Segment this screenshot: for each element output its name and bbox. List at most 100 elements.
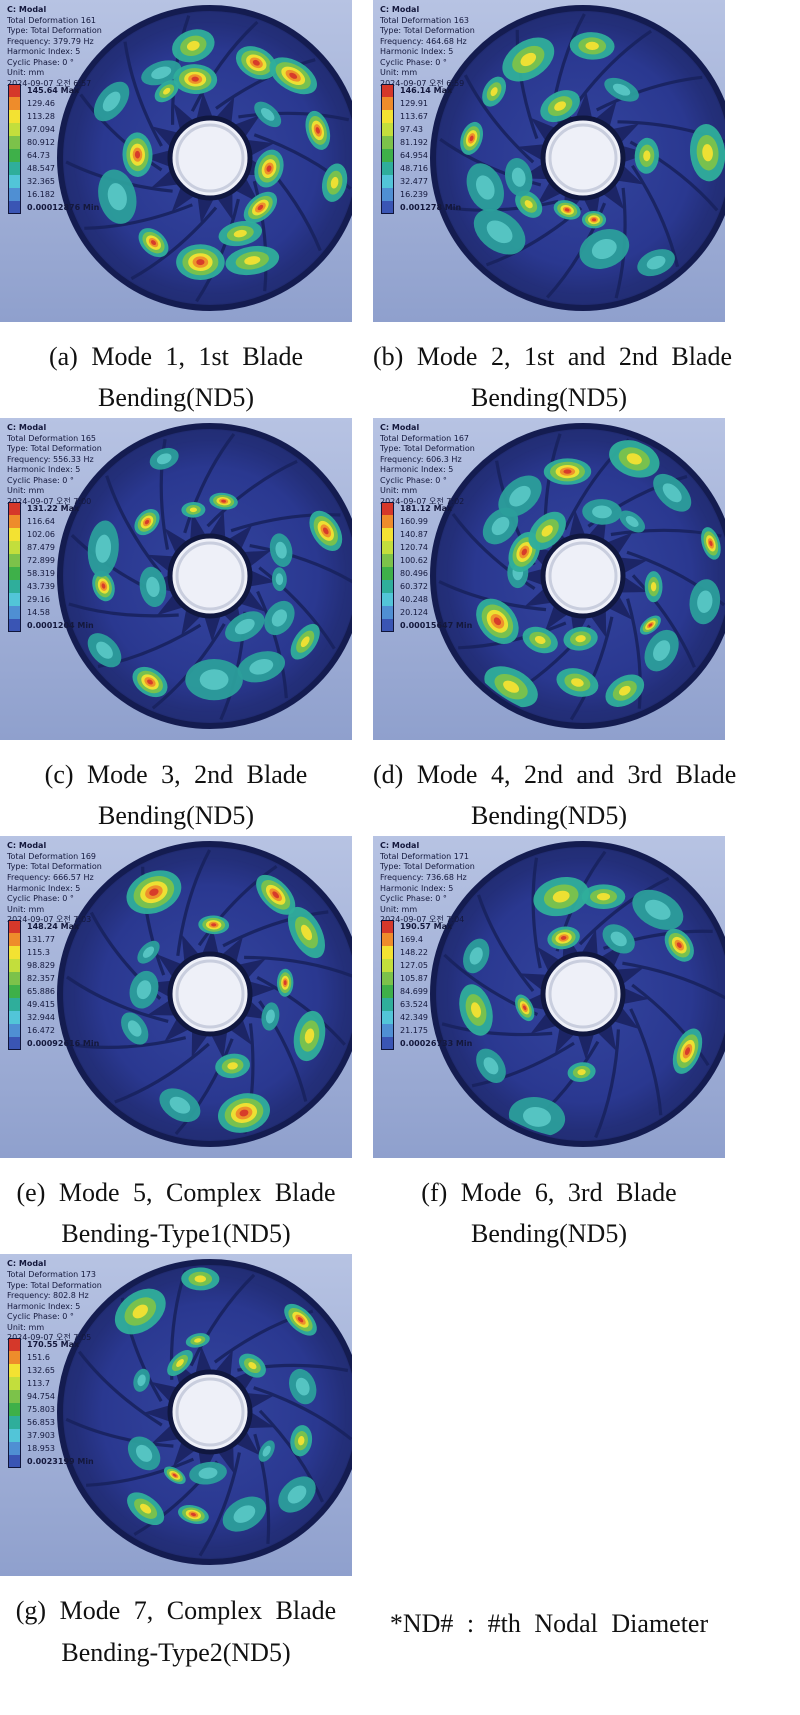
legend-row: 151.6	[8, 1351, 94, 1365]
legend-row: 140.87	[381, 528, 472, 542]
legend-value-label: 151.6	[27, 1353, 50, 1363]
ansys-annotation-line: Type: Total Deformation	[380, 26, 475, 36]
legend-row: 113.7	[8, 1377, 94, 1391]
legend-color-swatch	[381, 528, 394, 542]
ansys-annotation-line: 2024-09-07 오전 7:04	[380, 915, 465, 925]
ansys-annotation-line: Frequency: 802.8 Hz	[7, 1291, 89, 1301]
ansys-annotation-line: Total Deformation 173	[7, 1270, 96, 1280]
ansys-app-title: C: Modal	[380, 423, 420, 433]
legend-color-swatch	[8, 1416, 21, 1430]
impeller-mode-shape-image	[373, 836, 725, 1159]
legend-color-swatch	[8, 567, 21, 581]
legend-color-swatch	[381, 123, 394, 136]
legend-row: 0.00015647 Min	[381, 619, 472, 633]
legend-value-label: 65.886	[27, 987, 55, 997]
legend-row: 32.944	[8, 1011, 99, 1025]
impeller-mode-shape-image	[0, 418, 352, 741]
legend-value-label: 32.477	[400, 177, 428, 186]
legend-value-label: 181.12 Max	[400, 504, 453, 514]
legend-color-swatch	[381, 580, 394, 594]
caption-line-2: Bending(ND5)	[471, 1219, 627, 1249]
legend-row: 181.12 Max	[381, 502, 472, 516]
ansys-annotation-line: Harmonic Index: 5	[380, 47, 454, 57]
legend-value-label: 115.3	[27, 948, 50, 958]
legend-value-label: 58.319	[27, 569, 55, 579]
legend-row: 120.74	[381, 541, 472, 555]
legend-value-label: 160.99	[400, 517, 428, 527]
ansys-annotation-line: Type: Total Deformation	[7, 862, 102, 872]
ansys-annotation-line: Type: Total Deformation	[380, 862, 475, 872]
legend-row: 0.00012876 Min	[8, 201, 99, 214]
legend-value-label: 49.415	[27, 1000, 55, 1010]
legend-color-swatch	[8, 162, 21, 175]
legend-row: 113.67	[381, 110, 461, 123]
legend-row: 115.3	[8, 946, 99, 960]
caption-line-1: (d) Mode 4, 2nd and 3rd Blade	[373, 760, 737, 790]
legend-row: 131.22 Max	[8, 502, 94, 516]
legend-color-swatch	[381, 136, 394, 149]
legend-value-label: 98.829	[27, 961, 55, 971]
legend-color-swatch	[381, 554, 394, 568]
legend-value-label: 129.91	[400, 99, 428, 108]
legend-value-label: 120.74	[400, 543, 428, 553]
ansys-annotation-line: Unit: mm	[380, 904, 418, 914]
legend-row: 87.479	[8, 541, 94, 555]
ansys-annotation-line: 2024-09-07 오전 7:03	[7, 915, 92, 925]
legend-color-swatch	[8, 188, 21, 201]
legend-color-swatch	[8, 1338, 21, 1352]
legend-color-swatch	[8, 998, 21, 1012]
legend-value-label: 72.899	[27, 556, 55, 566]
contour-legend: 145.64 Max 129.46 113.28 97.094 80.912 64.73 4…	[8, 84, 99, 214]
legend-row: 32.365	[8, 175, 99, 188]
ansys-annotation-line: Harmonic Index: 5	[7, 47, 81, 57]
legend-row: 97.43	[381, 123, 461, 136]
legend-value-label: 43.739	[27, 582, 55, 592]
caption-line-1: (a) Mode 1, 1st Blade	[48, 342, 303, 371]
legend-color-swatch	[381, 110, 394, 123]
legend-value-label: 97.094	[27, 125, 55, 134]
contour-legend: 131.22 Max 116.64 102.06 87.479 72.899 58.319…	[8, 502, 94, 633]
legend-row: 131.77	[8, 933, 99, 947]
legend-row: 37.903	[8, 1429, 94, 1443]
legend-value-label: 102.06	[27, 530, 55, 540]
figure-panel: C: Modal Total Deformation 161 Type: Total…	[0, 0, 352, 418]
ansys-app-title: C: Modal	[7, 1259, 47, 1269]
ansys-annotation-line: Harmonic Index: 5	[7, 883, 81, 893]
ansys-annotation-line: Unit: mm	[380, 68, 418, 78]
caption-line-1: (b) Mode 2, 1st and 2nd Blade	[373, 342, 733, 371]
legend-value-label: 64.73	[27, 151, 50, 160]
ansys-annotation-block: C: Modal Total Deformation 173 Type: Total…	[7, 1259, 102, 1343]
legend-row: 80.912	[8, 136, 99, 149]
legend-value-label: 148.24 Max	[27, 922, 80, 932]
legend-color-swatch	[8, 541, 21, 555]
legend-color-swatch	[8, 1442, 21, 1456]
ansys-annotation-block: C: Modal Total Deformation 163 Type: Total…	[380, 5, 475, 89]
legend-row: 56.853	[8, 1416, 94, 1430]
legend-color-swatch	[381, 515, 394, 529]
caption-line-2: Bending-Type1(ND5)	[61, 1219, 291, 1249]
panel-caption: (a) Mode 1, 1st Blade Bending(ND5)	[0, 322, 352, 418]
legend-value-label: 0.0001204 Min	[27, 621, 94, 631]
panel-caption: (d) Mode 4, 2nd and 3rd Blade Bending(ND…	[373, 740, 737, 836]
legend-value-label: 18.953	[27, 1444, 55, 1454]
legend-color-swatch	[8, 175, 21, 188]
ansys-annotation-line: Total Deformation 161	[7, 15, 96, 25]
legend-row: 0.001278 Min	[381, 201, 461, 214]
figure-panel: C: Modal Total Deformation 167 Type: Total…	[373, 418, 737, 836]
legend-row: 84.699	[381, 985, 472, 999]
legend-row: 75.803	[8, 1403, 94, 1417]
legend-value-label: 105.87	[400, 974, 428, 984]
legend-value-label: 0.0023199 Min	[27, 1457, 94, 1467]
legend-value-label: 140.87	[400, 530, 428, 540]
legend-row: 65.886	[8, 985, 99, 999]
legend-color-swatch	[381, 567, 394, 581]
legend-value-label: 131.22 Max	[27, 504, 80, 514]
legend-color-swatch	[381, 593, 394, 607]
legend-row: 21.175	[381, 1024, 472, 1038]
legend-value-label: 14.58	[27, 608, 50, 618]
legend-color-swatch	[8, 84, 21, 97]
legend-color-swatch	[381, 606, 394, 620]
legend-color-swatch	[8, 619, 21, 633]
ansys-screenshot: C: Modal Total Deformation 171 Type: Total…	[373, 836, 725, 1159]
legend-row: 127.05	[381, 959, 472, 973]
